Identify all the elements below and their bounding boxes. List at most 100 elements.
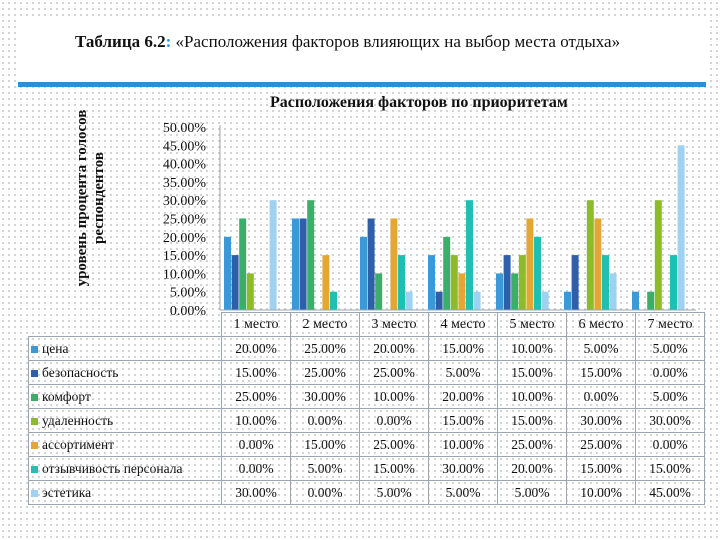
data-label: 30.00%: [221, 480, 291, 505]
data-label: 15.00%: [497, 360, 567, 385]
data-label: 25.00%: [566, 432, 636, 457]
bar: [534, 236, 541, 310]
title-band: [18, 18, 706, 87]
bar: [367, 218, 375, 310]
y-tick-label: 50.00%: [163, 121, 207, 136]
table-row: комфорт 25.00% 30.00% 10.00% 20.00% 10.00% 0.0…: [28, 384, 705, 409]
bar: [564, 291, 571, 310]
data-label: 15.00%: [566, 360, 636, 385]
data-label: 0.00%: [221, 456, 291, 481]
bar: [609, 273, 617, 310]
data-label: 10.00%: [497, 336, 567, 361]
bar: [330, 291, 337, 310]
data-label: 15.00%: [221, 360, 291, 385]
legend-entry: удаленность: [28, 408, 222, 433]
data-label: 25.00%: [359, 432, 429, 457]
bar: [299, 218, 307, 310]
bar: [360, 236, 367, 310]
bar: [435, 291, 443, 310]
data-label: 30.00%: [428, 456, 498, 481]
bar: [503, 255, 511, 310]
y-tick-label: 10.00%: [163, 267, 207, 282]
bar: [231, 255, 239, 310]
data-label: 0.00%: [290, 408, 360, 433]
legend-entry: эстетика: [28, 480, 222, 505]
x-tick-label: 3 место: [359, 312, 429, 337]
bar: [224, 236, 231, 310]
table-row: ассортимент 0.00% 15.00% 25.00% 10.00% 25.00%…: [28, 432, 705, 457]
bar: [375, 273, 383, 310]
bar: [677, 145, 685, 310]
x-tick-label: 5 место: [497, 312, 567, 337]
data-label: 5.00%: [428, 480, 498, 505]
data-label: 0.00%: [290, 480, 360, 505]
table-row: удаленность 10.00% 0.00% 0.00% 15.00% 15.00% 3…: [28, 408, 705, 433]
data-label: 15.00%: [359, 456, 429, 481]
table-corner: [29, 313, 222, 337]
y-tick-label: 15.00%: [163, 249, 207, 264]
bar: [654, 200, 662, 310]
data-label: 0.00%: [635, 432, 705, 457]
bar: [466, 200, 473, 310]
legend-key: [31, 393, 38, 401]
legend-entry: ассортимент: [28, 432, 222, 457]
table-row: эстетика 30.00% 0.00% 5.00% 5.00% 5.00% 10.00%…: [28, 480, 705, 505]
legend-key: [31, 465, 38, 473]
legend-key: [31, 441, 38, 449]
data-label: 5.00%: [635, 336, 705, 361]
data-label: 10.00%: [566, 480, 636, 505]
y-tick-label: 0.00%: [170, 304, 207, 319]
data-label: 5.00%: [359, 480, 429, 505]
data-label: 30.00%: [290, 384, 360, 409]
data-label: 5.00%: [428, 360, 498, 385]
bar: [322, 255, 330, 310]
bar: [594, 218, 602, 310]
data-label: 5.00%: [497, 480, 567, 505]
data-label: 0.00%: [635, 360, 705, 385]
bar: [398, 255, 405, 310]
slide-title-rest: «Расположения факторов влияющих на выбор…: [171, 32, 621, 51]
legend-label: удаленность: [42, 412, 114, 428]
data-label: 5.00%: [566, 336, 636, 361]
bar: [571, 255, 579, 310]
data-label: 15.00%: [566, 456, 636, 481]
legend-label: комфорт: [42, 388, 91, 404]
bar: [670, 255, 677, 310]
legend-label: безопасность: [42, 364, 119, 380]
bar: [239, 218, 247, 310]
bar: [246, 273, 254, 310]
data-label: 25.00%: [497, 432, 567, 457]
legend-key: [31, 417, 38, 425]
data-label: 30.00%: [566, 408, 636, 433]
y-tick-label: 30.00%: [163, 194, 207, 209]
legend-label: ассортимент: [42, 436, 115, 452]
data-label: 0.00%: [566, 384, 636, 409]
data-label: 5.00%: [635, 384, 705, 409]
bar: [473, 291, 481, 310]
data-label: 15.00%: [497, 408, 567, 433]
data-label: 10.00%: [221, 408, 291, 433]
data-table: 1 место 2 место 3 место 4 место 5 место 6 мес…: [28, 312, 705, 505]
table-row: безопасность 15.00% 25.00% 25.00% 5.00% 15.00…: [28, 360, 705, 385]
table-row: отзывчивость персонала 0.00% 5.00% 15.00% 30…: [28, 456, 705, 481]
bar: [496, 273, 503, 310]
y-tick-label: 35.00%: [163, 176, 207, 191]
bar: [443, 236, 451, 310]
data-label: 20.00%: [428, 384, 498, 409]
bar: [526, 218, 534, 310]
data-label: 10.00%: [428, 432, 498, 457]
bar: [647, 291, 655, 310]
data-label: 25.00%: [221, 384, 291, 409]
legend-entry: комфорт: [28, 384, 222, 409]
legend-label: цена: [42, 340, 69, 356]
data-label: 10.00%: [497, 384, 567, 409]
slide-title-colon: :: [165, 32, 172, 51]
bar: [292, 218, 299, 310]
legend-key: [31, 489, 38, 497]
data-label: 10.00%: [359, 384, 429, 409]
legend-entry: цена: [28, 336, 222, 361]
y-tick-label: 20.00%: [163, 231, 207, 246]
bar: [405, 291, 413, 310]
bar: [450, 255, 458, 310]
